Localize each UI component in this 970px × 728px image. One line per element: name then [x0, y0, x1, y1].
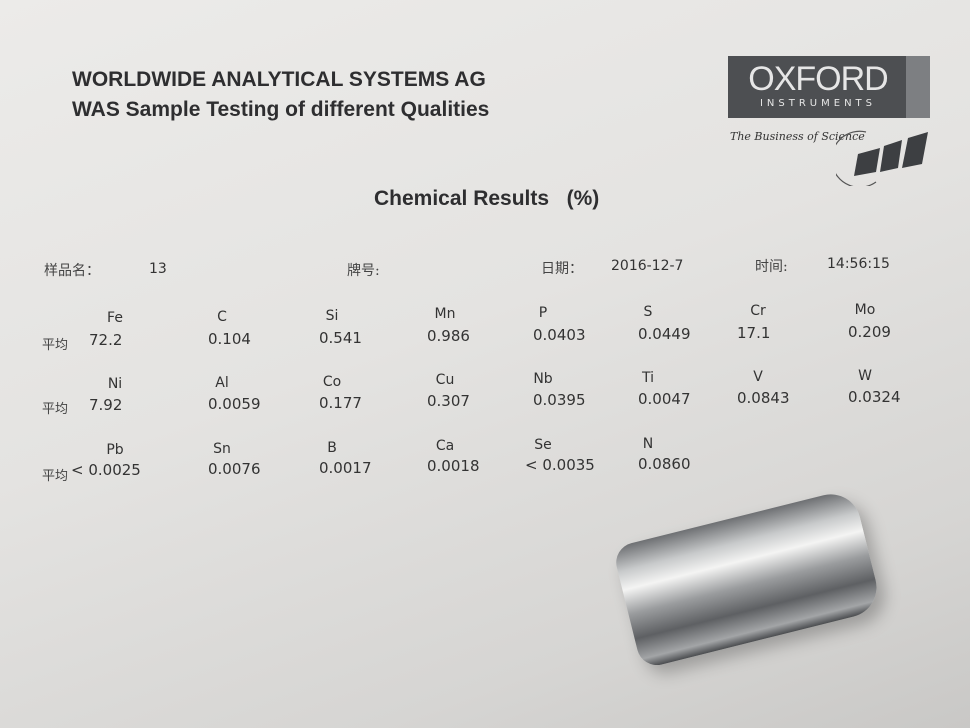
element-value: 0.0860: [638, 455, 691, 473]
logo-side-bar: [906, 56, 930, 118]
average-label: 平均: [42, 469, 69, 484]
element-value: 0.104: [208, 329, 251, 348]
element-symbol: B: [327, 439, 337, 456]
element-value: 0.0017: [319, 458, 372, 477]
element-symbol: Sn: [213, 440, 231, 457]
element-value: 17.1: [737, 323, 771, 342]
element-symbol: V: [753, 368, 763, 385]
sample-name-value: 13: [149, 261, 167, 277]
results-title: Chemical Results (%): [374, 187, 599, 211]
element-symbol: Pb: [106, 442, 124, 458]
element-value: 0.0403: [533, 326, 586, 345]
element-symbol: Se: [534, 437, 552, 454]
element-value: 7.92: [89, 396, 123, 414]
element-value: 0.0843: [737, 388, 790, 407]
sample-name-label: 样品名：: [44, 263, 100, 279]
element-symbol: Ti: [641, 370, 655, 386]
element-symbol: Co: [322, 373, 342, 390]
element-symbol: Mo: [854, 301, 876, 318]
element-symbol: W: [858, 367, 872, 384]
element-symbol: Cr: [750, 302, 766, 319]
average-label: 平均: [42, 402, 69, 417]
element-value: < 0.0025: [71, 461, 141, 479]
time-value: 14:56:15: [827, 256, 890, 272]
date-label: 日期：: [541, 261, 583, 277]
logo-brand-sub: INSTRUMENTS: [759, 98, 877, 109]
results-unit: (%): [566, 187, 600, 210]
element-symbol: C: [217, 308, 227, 325]
element-value: 0.0047: [638, 390, 691, 408]
element-symbol: N: [642, 436, 654, 452]
average-label: 平均: [42, 338, 69, 353]
element-value: < 0.0035: [525, 456, 595, 475]
element-value: 0.0018: [427, 457, 480, 476]
element-value: 0.0395: [533, 391, 586, 410]
report-subtitle: WAS Sample Testing of different Qualitie…: [72, 98, 490, 121]
element-value: 0.307: [427, 392, 470, 411]
element-symbol: P: [538, 305, 548, 322]
element-value: 0.0324: [848, 387, 901, 406]
time-label: 时间:: [755, 259, 788, 275]
element-symbol: Ni: [107, 376, 123, 392]
element-symbol: Fe: [107, 310, 123, 326]
logo-brand: OXFORD: [748, 60, 888, 98]
element-value: 72.2: [89, 331, 123, 349]
company-name: WORLDWIDE ANALYTICAL SYSTEMS AG: [72, 68, 486, 91]
metal-sample-cylinder: [612, 488, 883, 670]
element-value: 0.209: [848, 322, 891, 341]
date-value: 2016-12-7: [611, 258, 684, 274]
element-symbol: Nb: [533, 371, 553, 388]
element-value: 0.0449: [638, 325, 691, 343]
results-title-text: Chemical Results: [374, 187, 550, 210]
element-symbol: Ca: [435, 438, 455, 455]
element-symbol: Cu: [435, 372, 455, 389]
element-value: 0.177: [319, 393, 362, 412]
element-symbol: Mn: [434, 306, 456, 323]
logo-tagline: The Business of Science: [730, 130, 865, 143]
element-symbol: Si: [325, 307, 339, 324]
grade-label: 牌号:: [347, 263, 380, 279]
element-value: 0.986: [427, 327, 470, 346]
element-symbol: S: [643, 304, 653, 320]
was-logo-icon: [836, 130, 928, 186]
element-value: 0.0076: [208, 459, 261, 478]
element-value: 0.0059: [208, 394, 261, 413]
element-value: 0.541: [319, 328, 362, 347]
element-symbol: Al: [215, 374, 229, 391]
logo-box: [728, 56, 906, 118]
